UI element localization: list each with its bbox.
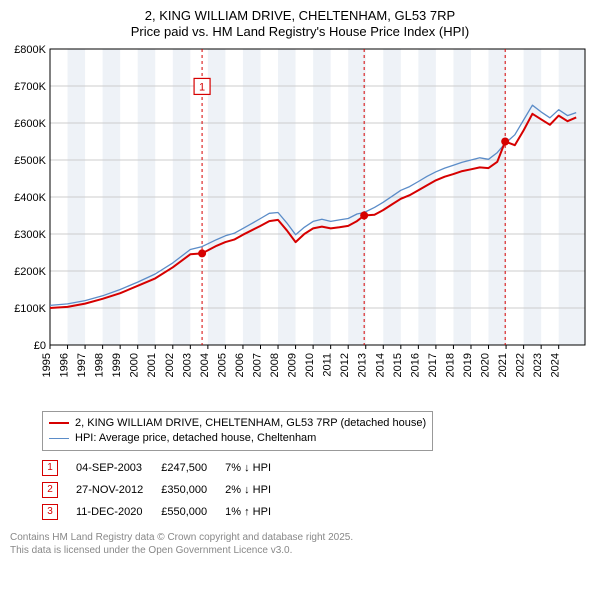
svg-text:£800K: £800K [14,45,46,56]
svg-text:£200K: £200K [14,266,46,278]
svg-text:£600K: £600K [14,118,46,130]
svg-text:2021: 2021 [497,352,509,376]
svg-text:1998: 1998 [94,353,106,377]
svg-text:£700K: £700K [14,81,46,93]
attribution-line-1: Contains HM Land Registry data © Crown c… [10,532,353,543]
attribution-line-2: This data is licensed under the Open Gov… [10,545,292,556]
svg-text:£300K: £300K [14,229,46,241]
chart-svg: £0 £100K £200K £300K £400K £500K £600K £700K £80… [10,45,590,405]
svg-text:2004: 2004 [199,353,211,377]
svg-text:£100K: £100K [14,303,46,315]
svg-text:2002: 2002 [164,353,176,377]
legend-row-1: 2, KING WILLIAM DRIVE, CHELTENHAM, GL53 … [49,416,426,431]
svg-text:1: 1 [199,81,205,93]
svg-text:2005: 2005 [216,353,228,377]
svg-text:£400K: £400K [14,192,46,204]
svg-text:2006: 2006 [234,353,246,377]
transaction-delta: 1% ↑ HPI [225,501,289,523]
svg-text:£500K: £500K [14,155,46,167]
svg-text:2024: 2024 [550,353,562,377]
title-line-2: Price paid vs. HM Land Registry's House … [131,24,469,39]
svg-text:2000: 2000 [129,353,141,377]
svg-text:2017: 2017 [427,353,439,377]
svg-text:2012: 2012 [339,353,351,377]
svg-text:1995: 1995 [41,353,53,377]
svg-text:2016: 2016 [409,353,421,377]
transaction-date: 11-DEC-2020 [76,501,161,523]
chart-title: 2, KING WILLIAM DRIVE, CHELTENHAM, GL53 … [10,8,590,41]
svg-text:2022: 2022 [515,353,527,377]
svg-text:£0: £0 [34,340,46,352]
transaction-delta: 7% ↓ HPI [225,457,289,479]
svg-text:2014: 2014 [374,353,386,377]
attribution: Contains HM Land Registry data © Crown c… [10,531,590,557]
transaction-date: 04-SEP-2003 [76,457,161,479]
svg-text:2020: 2020 [480,353,492,377]
transaction-date: 27-NOV-2012 [76,479,161,501]
transaction-price: £247,500 [161,457,225,479]
transaction-table: 1 04-SEP-2003£247,5007% ↓ HPI 2 27-NOV-2012… [42,457,289,523]
legend-row-2: HPI: Average price, detached house, Chel… [49,431,426,446]
transaction-price: £350,000 [161,479,225,501]
legend-label-1: 2, KING WILLIAM DRIVE, CHELTENHAM, GL53 … [75,416,426,431]
svg-text:1996: 1996 [59,353,71,377]
svg-text:2013: 2013 [357,353,369,377]
title-line-1: 2, KING WILLIAM DRIVE, CHELTENHAM, GL53 … [145,8,455,23]
transaction-marker-icon: 1 [42,460,58,476]
svg-text:2011: 2011 [322,353,334,377]
legend: 2, KING WILLIAM DRIVE, CHELTENHAM, GL53 … [42,411,433,452]
transaction-price: £550,000 [161,501,225,523]
transaction-marker-icon: 2 [42,482,58,498]
svg-text:2009: 2009 [287,353,299,377]
svg-text:2008: 2008 [269,353,281,377]
chart-plot-area: £0 £100K £200K £300K £400K £500K £600K £700K £80… [10,45,590,405]
svg-text:2018: 2018 [444,353,456,377]
svg-text:1997: 1997 [76,353,88,377]
svg-text:2003: 2003 [181,353,193,377]
legend-swatch-1 [49,422,69,424]
svg-text:2015: 2015 [392,353,404,377]
svg-text:1999: 1999 [111,353,123,377]
transaction-marker-icon: 3 [42,504,58,520]
transaction-row: 3 11-DEC-2020£550,0001% ↑ HPI [42,501,289,523]
transaction-row: 2 27-NOV-2012£350,0002% ↓ HPI [42,479,289,501]
svg-text:2023: 2023 [532,353,544,377]
transaction-delta: 2% ↓ HPI [225,479,289,501]
chart-container: 2, KING WILLIAM DRIVE, CHELTENHAM, GL53 … [0,0,600,563]
svg-text:2001: 2001 [146,353,158,377]
svg-text:2019: 2019 [462,353,474,377]
svg-text:2007: 2007 [251,353,263,377]
transaction-row: 1 04-SEP-2003£247,5007% ↓ HPI [42,457,289,479]
svg-text:2010: 2010 [304,353,316,377]
legend-label-2: HPI: Average price, detached house, Chel… [75,431,316,446]
legend-swatch-2 [49,438,69,439]
